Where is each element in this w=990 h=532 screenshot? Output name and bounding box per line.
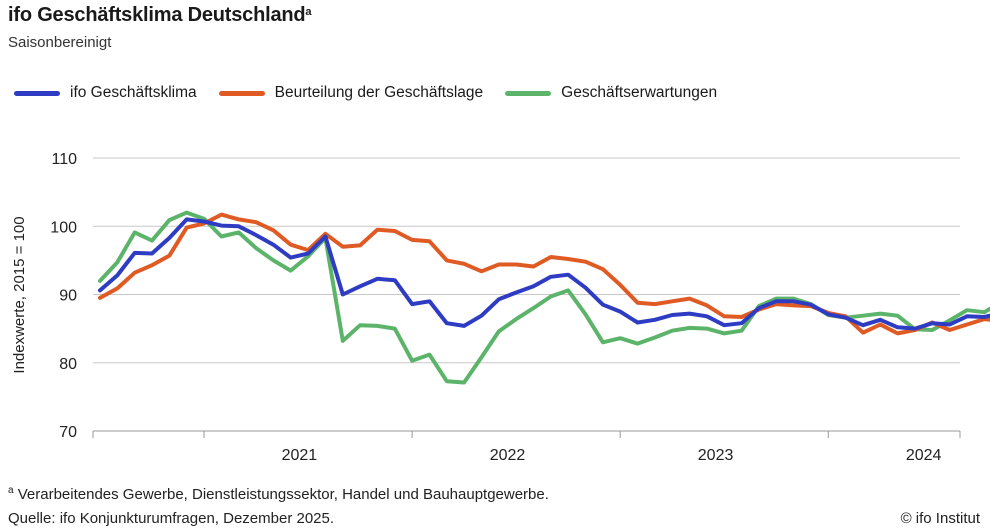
series-line-ifo-gesch-ftsklima <box>98 217 990 331</box>
x-tick-label-2024: 2024 <box>906 447 942 464</box>
chart-subtitle: Saisonbereinigt <box>8 34 112 51</box>
legend-swatch-geschaeftslage <box>218 90 265 96</box>
gridlines <box>93 157 960 364</box>
y-tick-label-100: 100 <box>50 219 77 236</box>
legend-label-geschaeftserwartungen: Geschäftserwartungen <box>561 84 718 101</box>
y-tick-label-70: 70 <box>59 424 77 441</box>
footnote: a Verarbeitendes Gewerbe, Dienstleistung… <box>8 485 549 503</box>
legend-label-geschaeftslage: Beurteilung der Geschäftslage <box>274 84 484 101</box>
series-line-gesch-ftserwartungen <box>98 210 990 385</box>
footnote-mark: a <box>8 485 14 496</box>
title-footnote-mark: a <box>305 6 312 18</box>
axes: 70809010011020212022202320242025 <box>50 151 961 464</box>
legend-swatch-geschaeftsklima <box>14 90 60 96</box>
x-tick-label-2021: 2021 <box>282 447 318 464</box>
y-tick-label-110: 110 <box>51 151 77 168</box>
legend: ifo Geschäftsklima Beurteilung der Gesch… <box>14 84 739 102</box>
legend-label-geschaeftsklima: ifo Geschäftsklima <box>70 84 197 101</box>
chart-title: ifo Geschäftsklima Deutschlanda <box>8 4 312 26</box>
series-line-beurteilung-der-gesch-ftslage <box>98 212 990 336</box>
source-note: Quelle: ifo Konjunkturumfragen, Dezember… <box>8 510 335 527</box>
legend-item-geschaeftslage: Beurteilung der Geschäftslage <box>218 84 484 102</box>
y-tick-label-80: 80 <box>59 356 77 373</box>
legend-item-geschaeftsklima: ifo Geschäftsklima <box>14 84 197 102</box>
legend-swatch-geschaeftserwartungen <box>505 90 552 96</box>
x-tick-label-2023: 2023 <box>698 447 734 464</box>
legend-item-geschaeftserwartungen: Geschäftserwartungen <box>505 84 717 102</box>
y-axis-label: Indexwerte, 2015 = 100 <box>11 216 28 373</box>
x-tick-label-2022: 2022 <box>490 447 526 464</box>
y-tick-label-90: 90 <box>59 288 77 305</box>
copyright: © ifo Institut <box>900 510 980 527</box>
footnote-text: Verarbeitendes Gewerbe, Dienstleistungss… <box>13 486 549 503</box>
series-lines <box>98 210 990 385</box>
